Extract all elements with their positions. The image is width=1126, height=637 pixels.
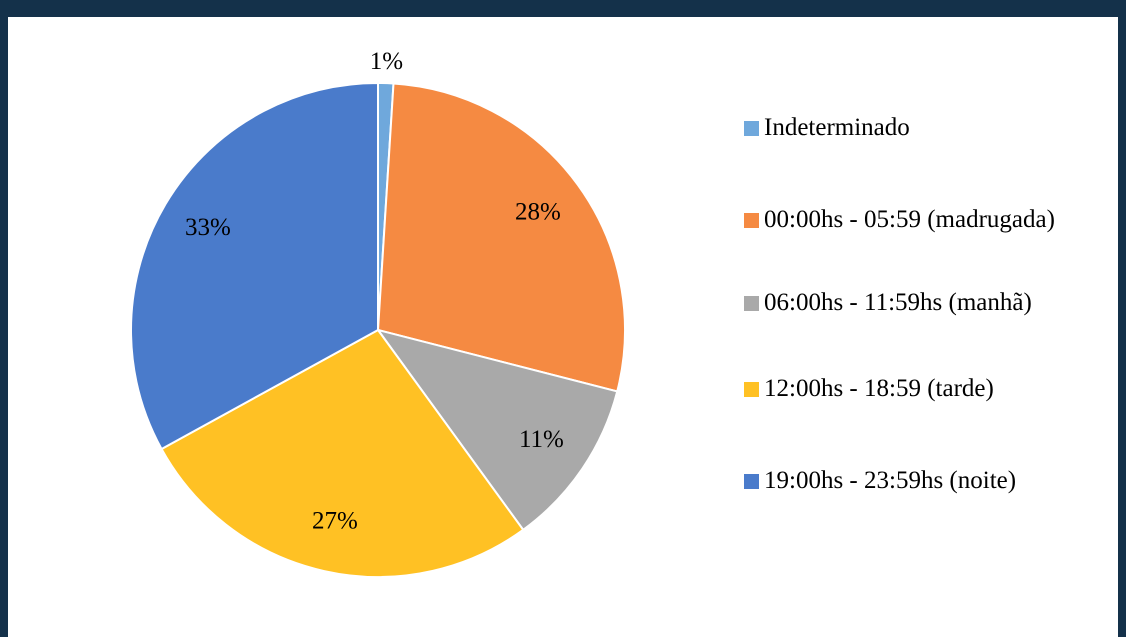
legend-label: 19:00hs - 23:59hs (noite) bbox=[764, 467, 1017, 494]
data-label: 33% bbox=[185, 214, 231, 241]
chart-panel: 1% 28% 11% 27% 33% Indeterminado 00:00hs - 05… bbox=[8, 17, 1118, 637]
legend-label: Indeterminado bbox=[764, 114, 910, 141]
pie-slice bbox=[376, 82, 626, 393]
legend-swatch bbox=[744, 296, 759, 311]
legend-label: 12:00hs - 18:59 (tarde) bbox=[764, 375, 994, 402]
chart: 1% 28% 11% 27% 33% bbox=[130, 48, 626, 578]
legend-label: 00:00hs - 05:59 (madrugada) bbox=[764, 206, 1055, 233]
legend-swatch bbox=[744, 474, 759, 489]
legend-entry: 19:00hs - 23:59hs (noite) bbox=[744, 462, 1096, 499]
legend-swatch bbox=[744, 213, 759, 228]
legend-swatch bbox=[744, 121, 759, 136]
pie-slice bbox=[130, 81, 379, 451]
data-label: 1% bbox=[370, 48, 403, 75]
data-label: 27% bbox=[312, 508, 358, 535]
legend-entry: 00:00hs - 05:59 (madrugada) bbox=[744, 201, 1096, 238]
legend-entry: 06:00hs - 11:59hs (manhã) bbox=[744, 284, 1096, 321]
legend-entry: 12:00hs - 18:59 (tarde) bbox=[744, 370, 1096, 407]
data-label: 28% bbox=[515, 199, 561, 226]
legend-entry: Indeterminado bbox=[744, 109, 1096, 146]
pie-slice bbox=[375, 328, 619, 532]
data-label: 11% bbox=[519, 426, 564, 453]
pie-slice bbox=[160, 328, 525, 578]
legend-swatch bbox=[744, 382, 759, 397]
legend-label: 06:00hs - 11:59hs (manhã) bbox=[764, 289, 1032, 316]
